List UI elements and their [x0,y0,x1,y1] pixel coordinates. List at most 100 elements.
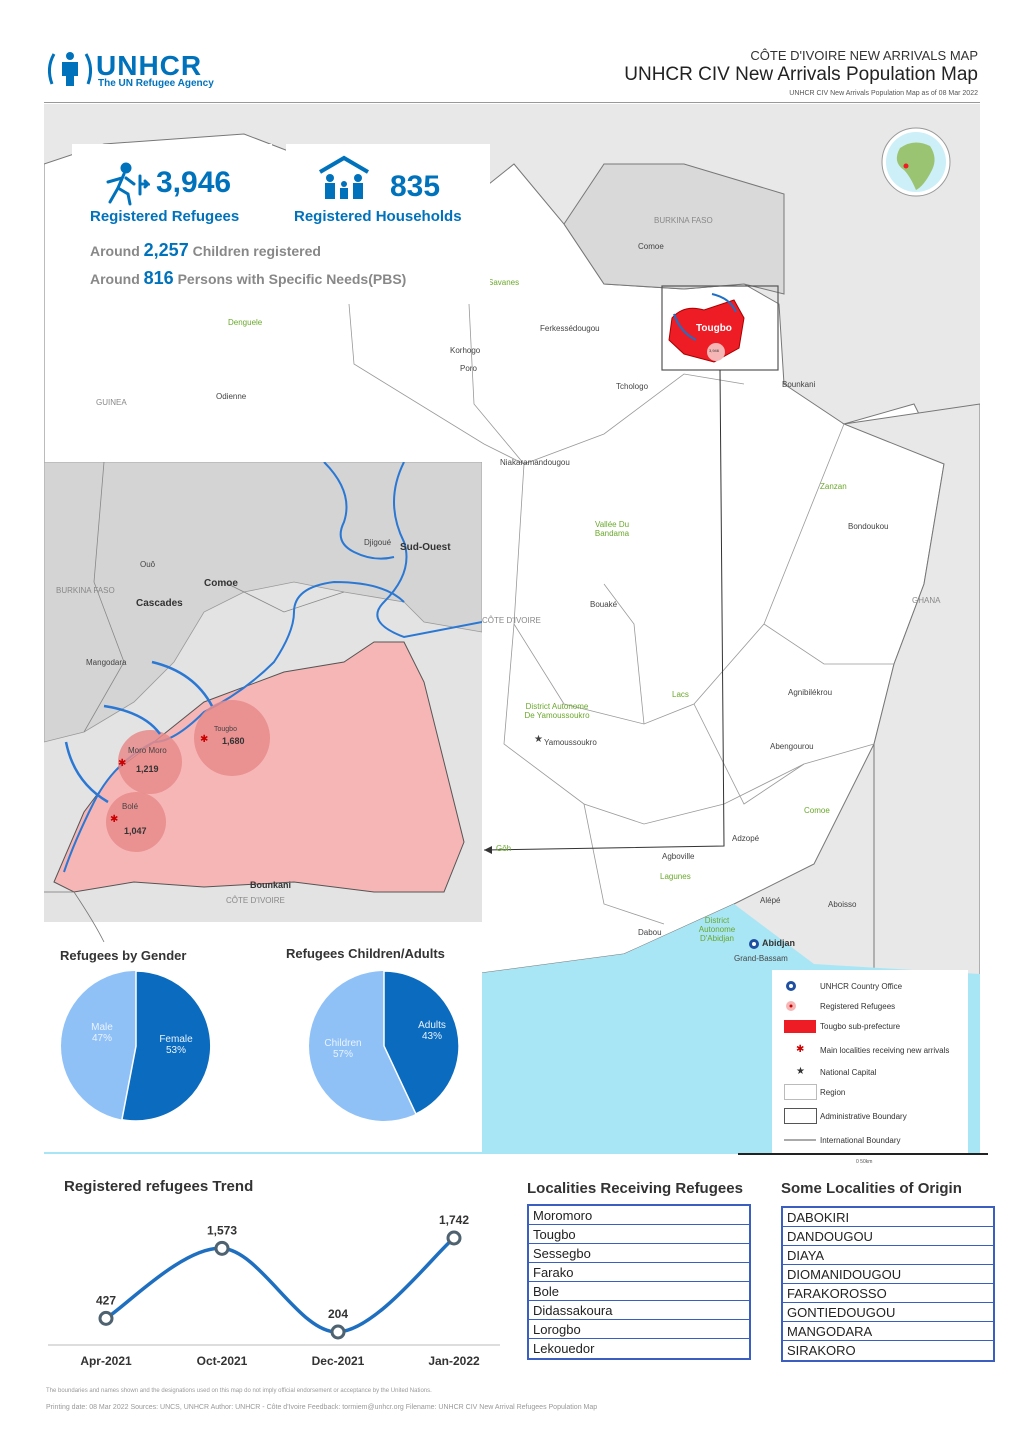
label-agboville: Agboville [662,852,695,861]
trend-chart: 427 Apr-2021 1,573 Oct-2021 204 Dec-2021 1,742… [48,1213,500,1368]
inset-value-bole: 1,047 [124,826,147,836]
label-guinea: GUINEA [96,398,127,407]
locality-marker-icon: ✱ [118,758,127,769]
label-vallee-du-bandama: Vallée Du Bandama [594,520,630,538]
label-comoe-east: Comoe [804,806,830,815]
label-korhogo: Korhogo [450,346,481,355]
label-agnibilekrou: Agnibilékrou [788,688,833,697]
trend-point [330,1324,346,1340]
page-title: UNHCR CIV New Arrivals Population Map [624,64,978,85]
trend-category-label: Oct-2021 [197,1354,248,1368]
label-bondoukou: Bondoukou [848,522,889,531]
trend-category-label: Dec-2021 [312,1354,365,1368]
locality-row: Sessegbo [529,1244,749,1263]
inset-label-tougbo: Tougbo [214,726,237,733]
gender-pie [61,970,212,1122]
male-slice-label: Male 47% [91,1022,113,1044]
localities-title: Localities Receiving Refugees [527,1180,743,1197]
scale-bar [738,1153,988,1155]
label-tougbo: Tougbo [696,323,732,334]
locality-row: Didassakoura [529,1301,749,1320]
inset-value-tougbo: 1,680 [222,736,245,746]
trend-value-label: 1,573 [207,1223,237,1237]
psn-count: 816 [143,268,174,288]
origin-row: FARAKOROSSO [783,1284,993,1303]
origin-row: DANDOUGOU [783,1227,993,1246]
header-small-title: CÔTE D'IVOIRE NEW ARRIVALS MAP [750,48,978,63]
inset-label-bole: Bolé [122,802,139,811]
children-slice-label: Children 57% [324,1038,362,1060]
locality-row: Lorogbo [529,1320,749,1339]
children-count: 2,257 [143,240,189,260]
scale-label: 0 50km [856,1159,873,1165]
unhcr-office-icon [748,938,760,952]
inset-label-oue: Ouô [140,560,156,569]
label-abengourou: Abengourou [770,742,814,751]
children-summary: Around 2,257 Children registered [90,240,321,260]
inset-label-bounkani: Bounkani [250,880,292,890]
label-district-abidjan: District Autonome D'Abidjan [698,916,736,943]
label-bouake: Bouaké [590,600,618,609]
label-tchologo: Tchologo [616,382,649,391]
adults-slice [383,970,460,1115]
origin-row: DIOMANIDOUGOU [783,1265,993,1284]
label-grand-bassam: Grand-Bassam [734,954,788,963]
trend-category-label: Apr-2021 [80,1354,132,1368]
inset-label-moromoro: Moro Moro [128,746,167,755]
footer-disclaimer: The boundaries and names shown and the d… [46,1388,432,1394]
locality-marker-icon: ✱ [200,734,209,745]
org-tagline: The UN Refugee Agency [98,78,214,89]
localities-table: Moromoro Tougbo Sessegbo Farako Bole Didassak… [527,1204,751,1360]
inset-label-mangodara: Mangodara [86,658,127,667]
age-chart-title: Refugees Children/Adults [286,946,445,961]
trend-value-label: 204 [328,1307,348,1321]
label-odienne: Odienne [216,392,247,401]
label-burkina-faso: BURKINA FASO [654,216,713,225]
org-name: UNHCR [96,50,203,81]
locality-row: Tougbo [529,1225,749,1244]
inset-label-cote-divoire: CÔTE D'IVOIRE [226,896,285,905]
label-comoe: Comoe [638,242,664,251]
origin-row: DABOKIRI [783,1208,993,1227]
locality-row: Farako [529,1263,749,1282]
locality-marker-icon: ✱ [110,814,119,825]
inset-value-moromoro: 1,219 [136,764,159,774]
inset-map: Djigoué Sud-Ouest Ouô Comoe BURKINA FASO… [44,462,482,1152]
origins-table: DABOKIRI DANDOUGOU DIAYA DIOMANIDOUGOU FARAK… [781,1206,995,1362]
households-label: Registered Households [294,208,462,225]
female-slice-label: Female 53% [159,1034,193,1056]
unhcr-logo [44,46,96,90]
trend-category-label: Jan-2022 [428,1354,480,1368]
label-yamoussoukro: Yamoussoukro [544,738,597,747]
trend-point [446,1230,462,1246]
label-abidjan: Abidjan [762,938,795,948]
households-count: 835 [390,170,441,203]
label-tougbo-count: 3,946 [709,348,720,353]
label-savanes: Savanes [488,278,520,287]
trend-line [105,1236,456,1334]
page-subtitle: UNHCR CIV New Arrivals Population Map as… [789,90,978,97]
origin-row: MANGODARA [783,1322,993,1341]
label-bounkani: Bounkani [782,380,816,389]
inset-canvas [44,462,482,1152]
label-zanzan: Zanzan [820,482,847,491]
label-dabou: Dabou [638,928,662,937]
inset-label-cascades: Cascades [136,598,183,609]
origin-row: DIAYA [783,1246,993,1265]
label-ghana: GHANA [912,596,941,605]
inset-label-burkina: BURKINA FASO [56,586,115,595]
main-map: BURKINA FASO Comoe Savanes Tougbo 3,946 … [44,104,980,1154]
label-niakaramandougou: Niakaramandougou [500,458,570,467]
female-slice [121,970,212,1122]
inset-label-comoe: Comoe [204,578,238,589]
label-denguele: Denguele [228,318,263,327]
label-lacs: Lacs [672,690,689,699]
household-icon [316,154,372,207]
locality-row: Bole [529,1282,749,1301]
locality-row: Moromoro [529,1206,749,1225]
adults-slice-label: Adults 43% [418,1020,446,1042]
gender-chart-title: Refugees by Gender [60,948,187,963]
label-ferkessedougou: Ferkessédougou [540,324,600,333]
label-goh: Gôh [496,844,512,853]
label-adzope: Adzopé [732,834,760,843]
